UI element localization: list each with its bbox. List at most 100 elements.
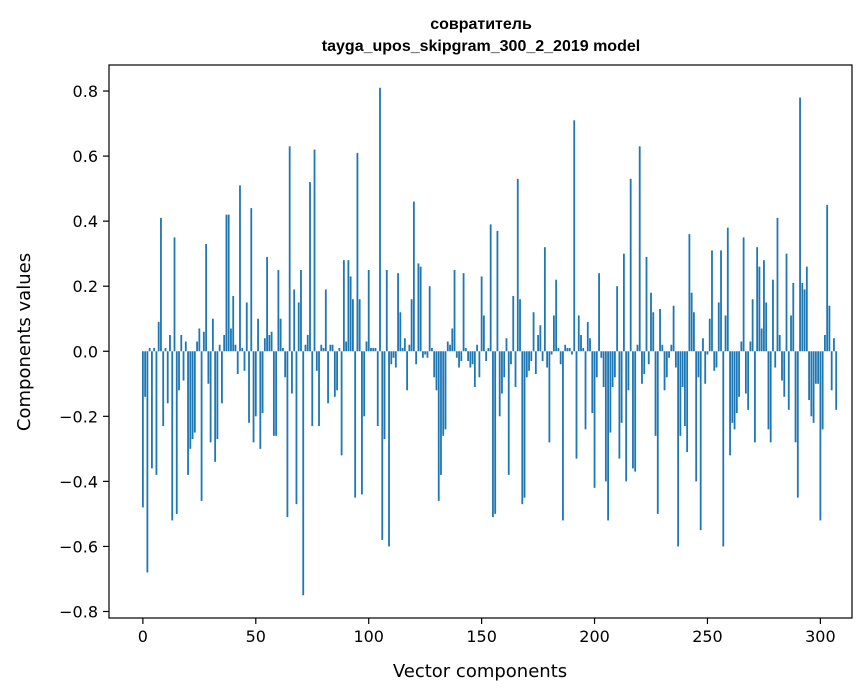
bar-73 bbox=[306, 334, 309, 352]
bar-127 bbox=[428, 286, 431, 352]
bar-299 bbox=[817, 351, 820, 384]
bar-210 bbox=[616, 286, 619, 352]
bar-166 bbox=[516, 178, 519, 352]
bar-31 bbox=[211, 318, 214, 352]
bar-30 bbox=[209, 351, 212, 443]
bar-60 bbox=[277, 269, 280, 352]
bar-222 bbox=[643, 351, 646, 375]
bar-261 bbox=[731, 351, 734, 423]
bar-124 bbox=[422, 351, 424, 358]
bar-207 bbox=[609, 351, 612, 433]
bar-72 bbox=[304, 344, 307, 352]
bar-163 bbox=[510, 351, 512, 365]
bar-154 bbox=[489, 224, 492, 352]
bar-42 bbox=[236, 351, 239, 375]
bar-149 bbox=[478, 351, 481, 378]
bar-217 bbox=[632, 351, 634, 469]
bar-179 bbox=[546, 351, 549, 368]
bar-64 bbox=[286, 351, 289, 518]
bar-233 bbox=[668, 351, 670, 358]
x-axis: 0 50 100 150 200 250 300 bbox=[138, 618, 836, 646]
bar-44 bbox=[241, 348, 244, 352]
bar-111 bbox=[392, 351, 395, 358]
bar-298 bbox=[814, 351, 817, 384]
bar-307 bbox=[835, 351, 838, 410]
bar-293 bbox=[803, 289, 806, 352]
bar-43 bbox=[239, 185, 241, 352]
bar-133 bbox=[442, 351, 445, 436]
x-tick-label: 250 bbox=[692, 627, 723, 646]
bar-165 bbox=[514, 351, 517, 388]
bar-142 bbox=[462, 273, 465, 352]
bar-271 bbox=[753, 351, 756, 443]
chart-title-line1: совратитель bbox=[430, 16, 532, 33]
bar-52 bbox=[259, 351, 262, 449]
bar-204 bbox=[602, 351, 605, 388]
bar-248 bbox=[702, 338, 704, 352]
bar-104 bbox=[376, 351, 379, 427]
bar-108 bbox=[385, 269, 388, 352]
bar-144 bbox=[467, 351, 469, 362]
bar-212 bbox=[620, 351, 623, 423]
bar-56 bbox=[268, 334, 271, 352]
y-axis: −0.8 −0.6 −0.4 −0.2 0.0 0.2 0.4 0.6 0.8 bbox=[59, 82, 109, 621]
bar-8 bbox=[160, 217, 162, 352]
bar-189 bbox=[568, 348, 571, 352]
bar-202 bbox=[598, 273, 600, 352]
bar-265 bbox=[740, 341, 743, 352]
bar-100 bbox=[367, 269, 370, 352]
bar-262 bbox=[733, 351, 736, 430]
bar-235 bbox=[672, 305, 675, 352]
bar-255 bbox=[717, 302, 720, 352]
bar-19 bbox=[184, 341, 187, 352]
bar-79 bbox=[320, 344, 323, 352]
y-tick-label: −0.4 bbox=[59, 472, 98, 491]
bar-93 bbox=[352, 299, 354, 352]
bar-95 bbox=[356, 152, 359, 352]
bar-81 bbox=[324, 289, 327, 352]
y-tick-label: 0.6 bbox=[73, 147, 98, 166]
bar-213 bbox=[623, 253, 625, 352]
bar-278 bbox=[769, 351, 772, 443]
bar-128 bbox=[431, 348, 433, 352]
bar-88 bbox=[340, 351, 343, 456]
plot-frame bbox=[108, 64, 853, 619]
bar-48 bbox=[250, 208, 253, 352]
bar-244 bbox=[693, 312, 695, 352]
bar-90 bbox=[345, 341, 348, 352]
bar-295 bbox=[808, 351, 810, 401]
bar-80 bbox=[322, 348, 325, 352]
bar-185 bbox=[559, 351, 562, 365]
bar-39 bbox=[230, 328, 232, 352]
bar-178 bbox=[543, 247, 546, 352]
bar-301 bbox=[821, 351, 824, 430]
bar-273 bbox=[758, 266, 761, 352]
bar-118 bbox=[408, 344, 411, 352]
bar-205 bbox=[604, 351, 607, 482]
bar-120 bbox=[412, 201, 415, 352]
bar-28 bbox=[205, 243, 208, 352]
bar-2 bbox=[146, 351, 149, 573]
bar-187 bbox=[564, 344, 567, 352]
bar-183 bbox=[555, 279, 558, 352]
bar-3 bbox=[148, 348, 151, 352]
bar-54 bbox=[263, 338, 266, 352]
bar-158 bbox=[498, 351, 501, 417]
bar-0 bbox=[141, 351, 144, 508]
bar-92 bbox=[349, 276, 352, 352]
bar-138 bbox=[453, 269, 456, 352]
bar-306 bbox=[833, 338, 835, 352]
y-tick-label: −0.2 bbox=[59, 407, 98, 426]
bar-226 bbox=[652, 312, 655, 352]
bar-1 bbox=[144, 351, 147, 397]
bar-134 bbox=[444, 351, 447, 430]
bar-86 bbox=[336, 351, 338, 391]
bar-16 bbox=[178, 351, 180, 391]
bar-7 bbox=[157, 321, 160, 352]
bar-20 bbox=[187, 351, 189, 475]
bar-291 bbox=[799, 97, 801, 352]
bar-300 bbox=[819, 351, 822, 521]
bar-198 bbox=[589, 338, 591, 352]
bar-231 bbox=[663, 351, 666, 391]
